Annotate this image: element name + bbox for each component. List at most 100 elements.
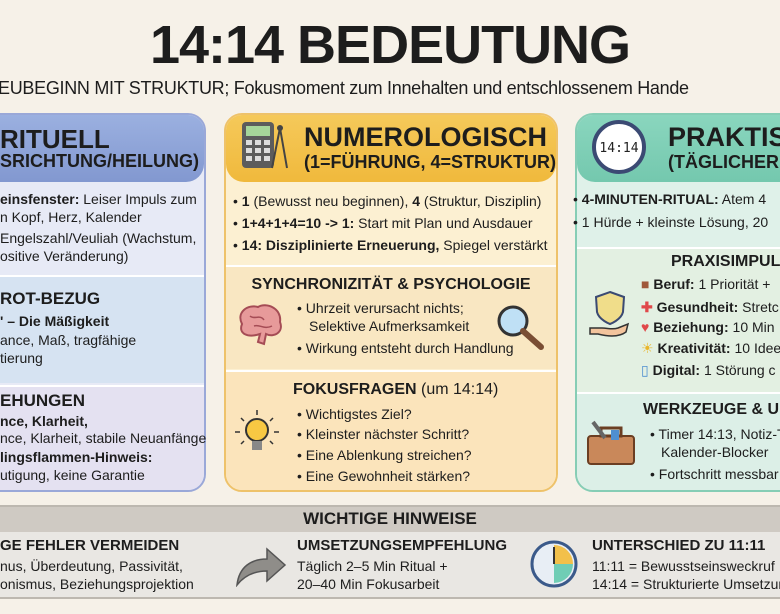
mistakes-line: nus, Überdeutung, Passivität, — [0, 558, 183, 574]
spiritual-title: RITUELL — [0, 124, 110, 154]
text: Fortschritt messbar — [658, 466, 779, 482]
numerology-bullet: • 1 (Bewusst neu beginnen), 4 (Struktur,… — [233, 193, 542, 209]
difference-title: UNTERSCHIED ZU 11:11 — [592, 537, 766, 554]
text: Spiegel verstärkt — [439, 237, 548, 253]
timer-clock-icon — [530, 540, 578, 588]
text: (um 14:14) — [416, 381, 499, 398]
spiritual-subtitle: SRICHTUNG/HEILUNG) — [0, 151, 199, 171]
bold-text: Beruf: — [653, 276, 695, 292]
text: 10 Min — [728, 319, 775, 335]
practical-title: PRAKTISC — [668, 122, 780, 152]
heart-icon: ♥ — [641, 319, 650, 335]
bold-text: einsfenster: — [0, 191, 80, 207]
text: Timer 14:13, Notiz-T — [658, 426, 780, 442]
brain-icon — [239, 304, 282, 346]
text: 1 Störung c — [700, 362, 776, 378]
tools-bullet: • Fortschritt messbar — [650, 466, 779, 482]
focus-question: • Kleinster nächster Schritt? — [297, 426, 470, 442]
text: (Struktur, Disziplin) — [420, 193, 542, 209]
implementation-line: 20–40 Min Fokusarbeit — [297, 576, 440, 592]
text: Wirkung entsteht durch Handlung — [305, 340, 514, 356]
health-cross-icon: ✚ — [641, 299, 653, 315]
text: 1 Hürde + kleinste Lösung, 20 — [581, 214, 769, 230]
bold-text: 4-MINUTEN-RITUAL: — [581, 191, 719, 207]
tools-bullet: • Timer 14:13, Notiz-T — [650, 426, 780, 442]
text: Uhrzeit verursacht nichts; — [305, 300, 464, 316]
relations-line: nce, Klarheit, stabile Neuanfänge — [0, 430, 207, 446]
impulse-career: ■ Beruf: 1 Priorität + — [641, 276, 770, 292]
page-subtitle: EUBEGINN MIT STRUKTUR; Fokusmoment zum I… — [0, 78, 689, 98]
relations-line: nce, Klarheit, — [0, 413, 88, 429]
text: 1 Priorität + — [694, 276, 771, 292]
relations-line: lingsflammen-Hinweis: — [0, 449, 153, 465]
tools-title: WERKZEUGE & UN — [643, 401, 780, 418]
tarot-line: tierung — [0, 350, 43, 366]
bold-text: Gesundheit: — [656, 299, 739, 315]
bold-text: 1+4+1+4=10 -> 1: — [241, 215, 355, 231]
relations-title: EHUNGEN — [0, 391, 86, 410]
page-title: 14:14 BEDEUTUNG — [149, 15, 631, 75]
calculator-icon — [242, 122, 288, 169]
notes-title: WICHTIGE HINWEISE — [303, 509, 477, 528]
bold-text: Kreativität: — [657, 340, 731, 356]
shield-hand-icon — [589, 290, 630, 337]
tarot-title: ROT-BEZUG — [0, 289, 101, 308]
practice-impulse-title: PRAXISIMPUL — [671, 253, 780, 270]
focus-questions-title: FOKUSFRAGEN (um 14:14) — [293, 381, 498, 399]
smartphone-icon: ▯ — [641, 362, 649, 378]
lightbulb-icon — [235, 410, 279, 450]
synchronicity-bullet-cont: Selektive Aufmerksamkeit — [309, 318, 470, 334]
impulse-creativity: ☀ Kreativität: 10 Idee — [641, 340, 780, 356]
spiritual-line: einsfenster: Leiser Impuls zum — [0, 191, 197, 207]
spiritual-line: Engelszahl/Veuliah (Wachstum, — [0, 230, 197, 246]
spiritual-line: ositive Veränderung) — [0, 248, 129, 264]
practical-bullet: • 4-MINUTEN-RITUAL: Atem 4 — [573, 191, 767, 207]
synchronicity-title: SYNCHRONIZITÄT & PSYCHOLOGIE — [251, 276, 531, 293]
numerology-bullet: • 14: Disziplinierte Erneuerung, Spiegel… — [233, 237, 548, 253]
bold-text: Digital: — [652, 362, 701, 378]
lightbulb-small-icon: ☀ — [641, 340, 654, 356]
magnifier-icon — [497, 305, 544, 350]
text: Eine Gewohnheit stärken? — [305, 468, 471, 484]
impulse-digital: ▯ Digital: 1 Störung c — [641, 362, 776, 378]
text: Eine Ablenkung streichen? — [305, 447, 472, 463]
implementation-line: Täglich 2–5 Min Ritual + — [297, 558, 448, 574]
focus-question: • Wichtigstes Ziel? — [297, 406, 412, 422]
tarot-line: ' – Die Mäßigkeit — [0, 313, 110, 329]
relations-line: utigung, keine Garantie — [0, 467, 145, 483]
text: Leiser Impuls zum — [79, 191, 197, 207]
clock-icon: 14:14 — [592, 120, 646, 174]
text: Kleinster nächster Schritt? — [305, 426, 470, 442]
spiritual-line: n Kopf, Herz, Kalender — [0, 209, 142, 225]
briefcase-icon: ■ — [641, 276, 650, 292]
impulse-health: ✚ Gesundheit: Stretc — [641, 299, 779, 315]
text: Stretc — [738, 299, 779, 315]
practical-subtitle: (TÄGLICHER AN — [668, 152, 780, 172]
numerology-subtitle: (1=FÜHRUNG, 4=STRUKTUR) — [304, 152, 557, 172]
focus-question: • Eine Ablenkung streichen? — [297, 447, 472, 463]
text: Atem 4 — [718, 191, 767, 207]
mistakes-title: GE FEHLER VERMEIDEN — [0, 537, 180, 554]
impulse-relationship: ♥ Beziehung: 10 Min — [641, 319, 775, 335]
text: (Bewusst neu beginnen), — [249, 193, 413, 209]
bold-text: Beziehung: — [653, 319, 729, 335]
bold-text: FOKUSFRAGEN — [293, 381, 417, 398]
numerology-bullet: • 1+4+1+4=10 -> 1: Start mit Plan und Au… — [233, 215, 533, 231]
bold-text: 1 — [241, 193, 250, 209]
difference-line: 11:11 = Bewusstseinsweckruf — [592, 558, 775, 574]
tools-bullet-cont: Kalender-Blocker — [661, 444, 769, 460]
implementation-title: UMSETZUNGSEMPFEHLUNG — [297, 537, 507, 554]
text: 10 Idee — [730, 340, 780, 356]
difference-line: 14:14 = Strukturierte Umsetzun — [592, 576, 780, 592]
numerology-title: NUMEROLOGISCH — [304, 122, 547, 152]
spiritual-panel — [0, 113, 206, 492]
text: Wichtigstes Ziel? — [305, 406, 412, 422]
bold-text: 4 — [412, 193, 421, 209]
toolbox-icon — [587, 420, 635, 465]
synchronicity-bullet: • Uhrzeit verursacht nichts; — [297, 300, 464, 316]
focus-question: • Eine Gewohnheit stärken? — [297, 468, 471, 484]
text: Start mit Plan und Ausdauer — [354, 215, 533, 231]
practical-bullet: • 1 Hürde + kleinste Lösung, 20 — [573, 214, 769, 230]
mistakes-line: onismus, Beziehungsprojektion — [0, 576, 194, 592]
bold-text: 14: Disziplinierte Erneuerung, — [241, 237, 440, 253]
